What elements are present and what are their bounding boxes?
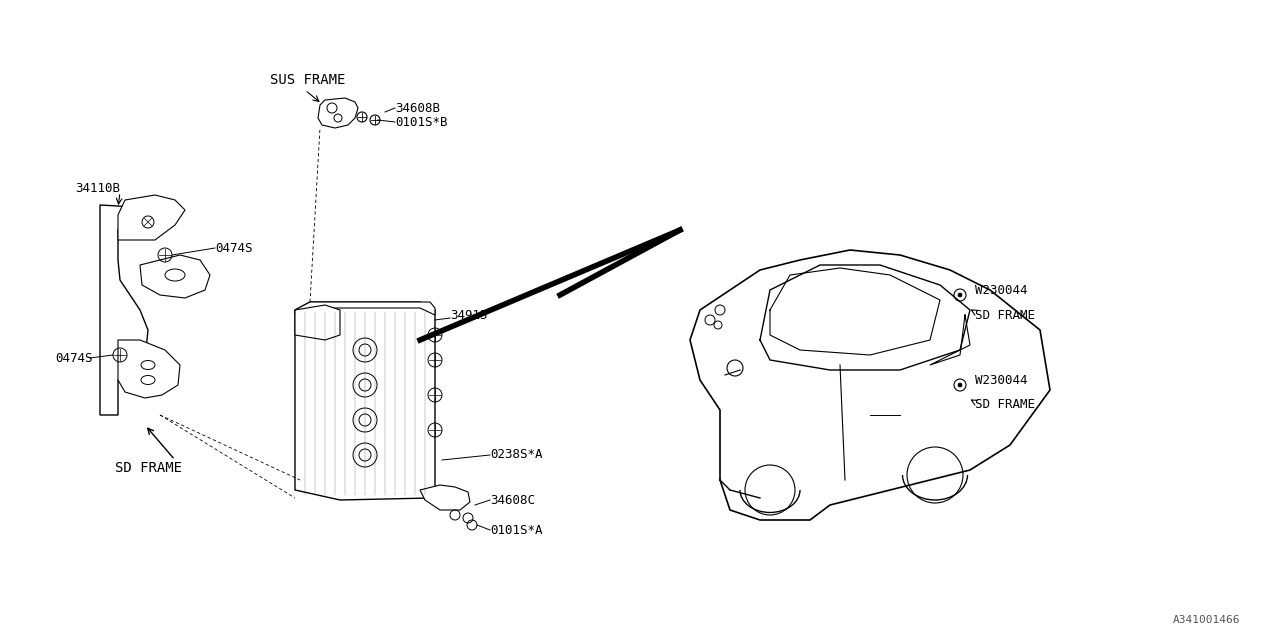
Text: 0474S: 0474S [55,351,92,365]
Polygon shape [294,305,340,340]
Text: 0101S*B: 0101S*B [396,115,448,129]
Polygon shape [118,340,180,398]
Polygon shape [294,302,435,315]
Text: 0474S: 0474S [215,241,252,255]
Polygon shape [140,255,210,298]
Text: 34608B: 34608B [396,102,440,115]
Text: 0238S*A: 0238S*A [490,449,543,461]
Text: SD FRAME: SD FRAME [114,461,182,475]
Text: A341001466: A341001466 [1172,615,1240,625]
Circle shape [957,293,963,297]
Text: 34915: 34915 [451,308,488,321]
Circle shape [957,383,963,387]
Polygon shape [118,195,186,240]
Text: 34608C: 34608C [490,493,535,506]
Text: 34110B: 34110B [76,182,120,195]
Text: W230044: W230044 [975,284,1028,296]
Polygon shape [317,98,358,128]
Text: SUS FRAME: SUS FRAME [270,73,346,87]
Text: SD FRAME: SD FRAME [975,308,1036,321]
Polygon shape [100,205,148,415]
Polygon shape [294,302,435,500]
Text: 0101S*A: 0101S*A [490,524,543,536]
Polygon shape [420,485,470,510]
Text: W230044: W230044 [975,374,1028,387]
Text: SD FRAME: SD FRAME [975,399,1036,412]
